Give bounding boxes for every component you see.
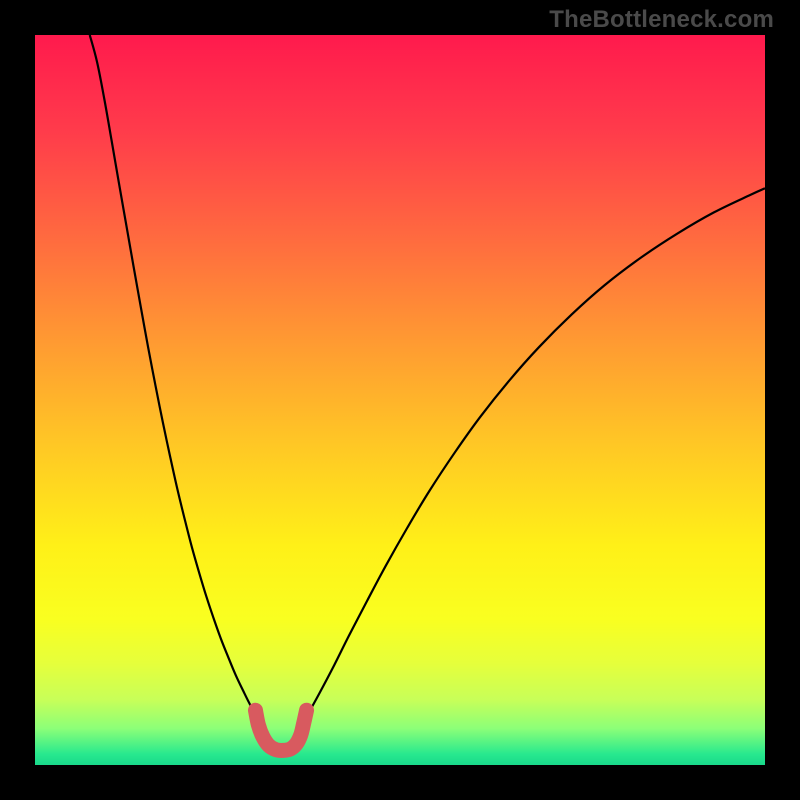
bottleneck-curve-chart — [35, 35, 765, 765]
gradient-background — [35, 35, 765, 765]
watermark-text: TheBottleneck.com — [549, 6, 774, 34]
outer-frame: TheBottleneck.com — [0, 0, 800, 800]
plot-area — [35, 35, 765, 765]
